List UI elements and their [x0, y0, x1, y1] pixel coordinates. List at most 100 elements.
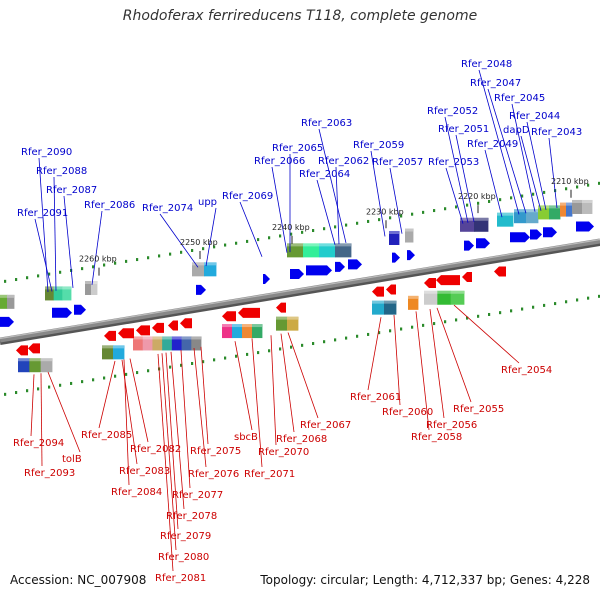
feature-block: [102, 345, 114, 360]
guide-dot: [125, 372, 128, 376]
label-leader-lines: [30, 69, 558, 572]
feature-block: [29, 358, 42, 373]
leader-line: [170, 351, 185, 510]
guide-dot: [125, 259, 128, 263]
leader-line: [38, 157, 49, 293]
guide-dot: [499, 311, 502, 315]
leader-line: [445, 167, 464, 224]
feature-block-sheen: [389, 230, 399, 234]
gene-label-reverse: Rfer_2058: [411, 432, 462, 443]
leader-line: [484, 149, 503, 218]
gene-label-reverse: Rfer_2076: [188, 469, 239, 480]
reverse-gene-arrow: [494, 266, 506, 277]
leader-line: [251, 338, 263, 468]
gene-label-reverse: Rfer_2093: [24, 468, 75, 479]
guide-dot: [345, 336, 348, 340]
feature-tracks: [0, 199, 593, 373]
reverse-gene-arrow: [436, 275, 460, 286]
guide-dot: [334, 338, 337, 342]
feature-block: [549, 205, 561, 220]
leader-line: [200, 346, 209, 445]
forward-gene-arrow: [392, 252, 400, 263]
feature-block-sheen: [85, 280, 97, 284]
gene-label-forward: Rfer_2043: [531, 127, 582, 138]
leader-line: [157, 353, 174, 572]
feature-block-sheen: [408, 295, 418, 299]
leader-line: [159, 213, 199, 268]
gene-label-forward: Rfer_2065: [272, 143, 323, 154]
leader-line: [453, 304, 520, 364]
feature-block: [372, 300, 385, 315]
guide-dot: [136, 371, 139, 375]
reverse-gene-arrow: [118, 328, 134, 339]
guide-dot: [312, 229, 315, 233]
leader-line: [287, 332, 319, 419]
leader-line: [34, 218, 53, 292]
guide-dot: [565, 300, 568, 304]
guide-dot: [92, 378, 95, 382]
forward-gene-arrow: [0, 316, 14, 327]
guide-dot: [4, 279, 7, 283]
dotted-guide-tracks: [4, 181, 600, 396]
guide-dot: [26, 389, 29, 393]
leader-line: [91, 210, 103, 285]
guide-dot: [565, 187, 568, 191]
feature-block: [450, 290, 465, 305]
feature-block: [405, 228, 414, 243]
forward-gene-arrow: [290, 268, 304, 279]
guide-dot: [136, 258, 139, 262]
forward-gene-arrow: [74, 304, 86, 315]
leader-line: [316, 179, 336, 245]
guide-dot: [257, 238, 260, 242]
leader-line: [415, 311, 430, 431]
leader-line: [393, 314, 401, 406]
leader-line: [487, 88, 527, 214]
feature-block-sheen: [405, 228, 413, 232]
feature-block: [171, 336, 182, 351]
guide-dot: [213, 358, 216, 362]
gene-label-reverse: Rfer_2055: [453, 404, 504, 415]
feature-block: [287, 243, 304, 258]
gene-label-forward: Rfer_2087: [46, 185, 97, 196]
guide-dot: [37, 274, 40, 278]
guide-dot: [345, 223, 348, 227]
guide-dot: [81, 267, 84, 271]
feature-block: [162, 336, 173, 351]
forward-gene-arrow: [52, 307, 72, 318]
gene-label-reverse: Rfer_2061: [350, 392, 401, 403]
leader-line: [548, 137, 558, 209]
forward-gene-arrow: [510, 232, 530, 243]
feature-block: [53, 286, 63, 301]
leader-line: [40, 373, 43, 467]
guide-dot: [213, 245, 216, 249]
feature-block-sheen: [222, 324, 262, 328]
guide-dot: [576, 298, 579, 302]
gene-label-forward: Rfer_2047: [470, 78, 521, 89]
gene-label-forward: Rfer_2062: [318, 156, 369, 167]
leader-line: [318, 128, 347, 244]
gene-arrows: [0, 221, 594, 356]
guide-dot: [477, 201, 480, 205]
feature-block: [242, 324, 253, 339]
guide-dot: [587, 183, 590, 187]
forward-gene-arrow: [530, 229, 542, 240]
reverse-gene-arrow: [372, 286, 384, 297]
guide-dot: [246, 239, 249, 243]
guide-dot: [554, 302, 557, 306]
feature-block: [181, 336, 192, 351]
gene-label-forward: Rfer_2057: [372, 157, 423, 168]
feature-block: [474, 217, 489, 232]
gene-label-reverse: Rfer_2078: [166, 511, 217, 522]
guide-dot: [114, 374, 117, 378]
genome-summary-text: Topology: circular; Length: 4,712,337 bp…: [260, 573, 590, 587]
backbone-line: [0, 238, 600, 343]
guide-dot: [147, 256, 150, 260]
guide-dot: [499, 198, 502, 202]
feature-block: [566, 202, 573, 217]
gene-label-forward: Rfer_2051: [438, 124, 489, 135]
guide-dot: [235, 354, 238, 358]
gene-label-forward: Rfer_2066: [254, 156, 305, 167]
tick-label: 2260 kbp: [79, 255, 117, 264]
feature-block: [133, 336, 144, 351]
